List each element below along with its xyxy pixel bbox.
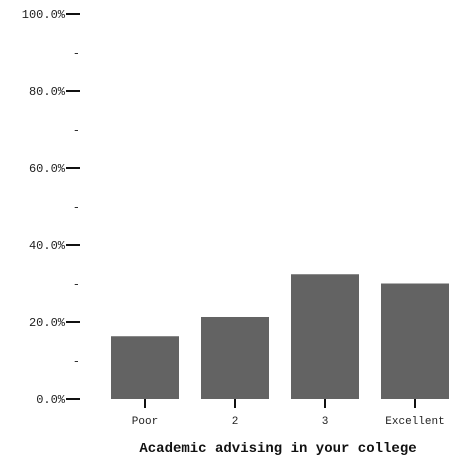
y-tick-label: 100.0%: [22, 8, 66, 22]
bars: [111, 274, 449, 399]
y-tick-label: 60.0%: [29, 162, 66, 176]
y-tick-label: -: [73, 124, 80, 138]
y-tick-label: -: [73, 47, 80, 61]
x-tick-label: 2: [232, 416, 239, 428]
x-axis: Poor 2 3 Excellent: [132, 399, 445, 428]
y-tick-label: 0.0%: [36, 393, 66, 407]
x-tick-label: 3: [322, 416, 329, 428]
y-tick-label: 80.0%: [29, 85, 66, 99]
bar-excellent: [381, 283, 449, 399]
y-axis: 0.0% - 20.0% - 40.0% - 60.0% - 80.0% - 100.0%: [22, 8, 80, 407]
x-tick-label: Poor: [132, 416, 158, 428]
y-tick-label: -: [73, 201, 80, 215]
bar-3: [291, 274, 359, 399]
y-tick-label: -: [73, 355, 80, 369]
y-tick-label: -: [73, 278, 80, 292]
x-tick-label: Excellent: [385, 416, 444, 428]
x-axis-title: Academic advising in your college: [139, 441, 416, 457]
y-tick-label: 20.0%: [29, 316, 66, 330]
bar-poor: [111, 336, 179, 399]
bar-2: [201, 316, 269, 399]
y-tick-label: 40.0%: [29, 239, 66, 253]
